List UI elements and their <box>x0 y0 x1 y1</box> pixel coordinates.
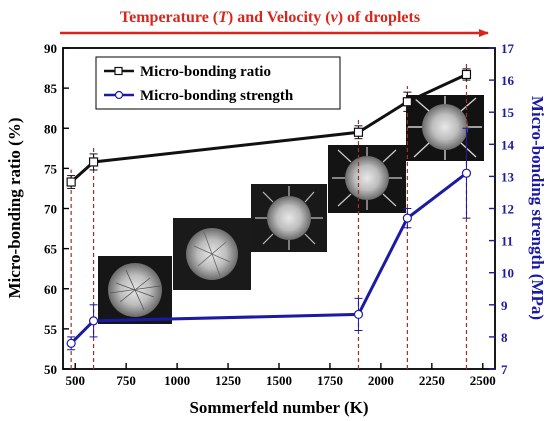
y-left-tick-label: 70 <box>44 202 57 217</box>
y-left-tick-label: 60 <box>44 282 57 297</box>
legend-marker-strength <box>114 90 124 100</box>
x-tick-label: 1750 <box>317 373 343 388</box>
data-point <box>402 213 412 223</box>
x-tick-label: 2000 <box>368 373 394 388</box>
y-right-tick-label: 15 <box>501 105 515 120</box>
data-point <box>88 157 99 167</box>
axis-ticks: 500 750 1000 1250 1500 1750 2000 2250 2500 50 55 60… <box>44 41 515 388</box>
y-right-tick-label: 10 <box>501 266 514 281</box>
legend-marker-ratio <box>114 66 123 76</box>
x-tick-label: 2250 <box>419 373 445 388</box>
y-left-tick-label: 75 <box>44 161 58 176</box>
y-right-tick-label: 11 <box>501 234 513 249</box>
y-left-tick-label: 55 <box>44 322 58 337</box>
x-tick-label: 750 <box>116 373 136 388</box>
data-point <box>88 316 99 326</box>
micrograph-4 <box>328 145 406 213</box>
micrograph-3 <box>251 184 327 252</box>
legend-label-strength: Micro-bonding strength <box>140 88 294 104</box>
y-left-tick-label: 65 <box>44 242 58 257</box>
y-right-tick-label: 13 <box>501 169 515 184</box>
x-tick-label: 500 <box>65 373 85 388</box>
data-point <box>66 177 76 187</box>
y-left-tick-label: 50 <box>44 362 57 377</box>
data-point <box>461 168 472 178</box>
y-left-tick-label: 90 <box>44 41 57 56</box>
y-right-tick-label: 8 <box>501 330 508 345</box>
banner-title: Temperature (T) and Velocity (v) of drop… <box>120 9 420 26</box>
x-tick-label: 1000 <box>164 373 190 388</box>
micrograph-5 <box>406 95 484 161</box>
series-layer <box>66 68 472 351</box>
legend-label-ratio: Micro-bonding ratio <box>140 64 271 80</box>
y-right-tick-label: 14 <box>501 137 515 152</box>
x-tick-label: 2500 <box>470 373 496 388</box>
legend-box <box>95 56 341 110</box>
y-axis-right-title: Micro-bonding strength (MPa) <box>528 96 547 320</box>
data-point <box>353 127 364 137</box>
y-right-tick-label: 12 <box>501 202 514 217</box>
y-left-tick-label: 80 <box>44 121 57 136</box>
y-left-tick-label: 85 <box>44 81 58 96</box>
micrograph-1 <box>98 256 172 324</box>
legend: Micro-bonding ratio Micro-bonding streng… <box>95 56 341 110</box>
series-strength <box>66 127 472 351</box>
data-point <box>402 97 412 107</box>
data-point <box>461 69 472 80</box>
y-right-tick-label: 16 <box>501 73 515 88</box>
micrograph-insets <box>98 95 484 324</box>
x-axis-title: Sommerfeld number (K) <box>189 398 368 417</box>
y-right-tick-label: 17 <box>501 41 515 56</box>
series-ratio <box>66 68 472 189</box>
y-axis-left-title: Micro-bonding ratio (%) <box>5 117 24 298</box>
data-point <box>353 309 364 320</box>
micrograph-2 <box>173 218 251 290</box>
data-point <box>66 338 76 348</box>
x-tick-label: 1500 <box>266 373 292 388</box>
x-tick-label: 1250 <box>215 373 241 388</box>
y-right-tick-label: 9 <box>501 298 508 313</box>
y-right-tick-label: 7 <box>501 362 508 377</box>
